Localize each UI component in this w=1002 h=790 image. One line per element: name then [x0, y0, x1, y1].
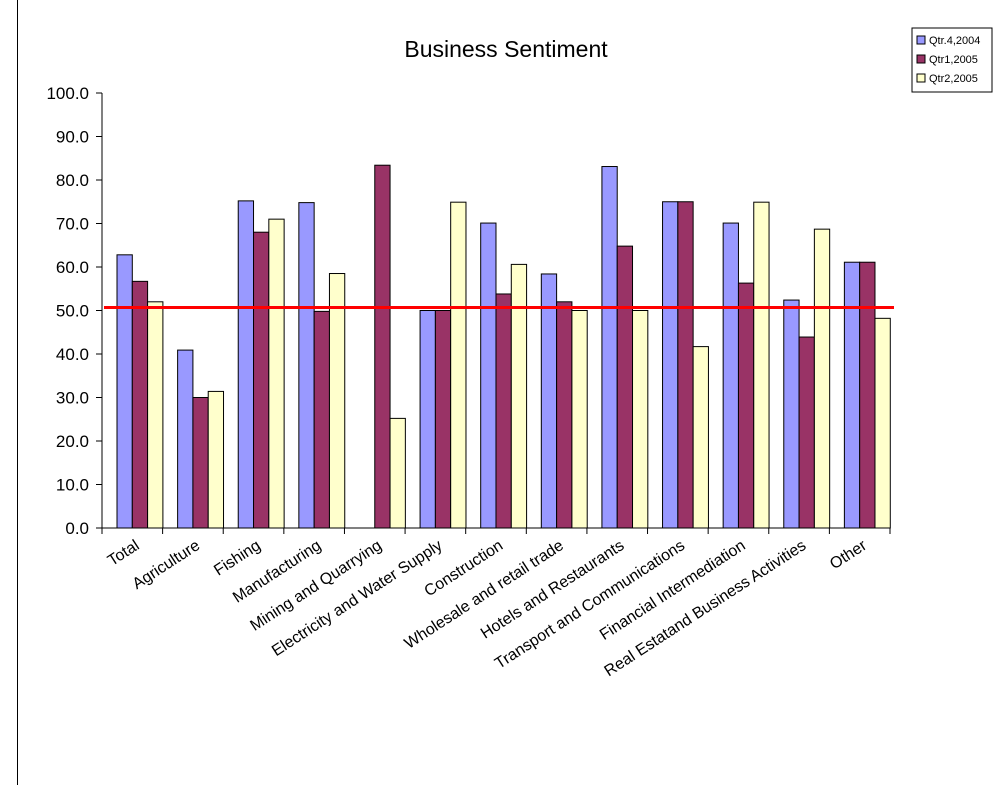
bar [480, 222, 497, 529]
bar [450, 201, 467, 529]
legend-label: Qtr.4,2004 [929, 35, 980, 47]
bar [131, 280, 149, 529]
bar [510, 263, 528, 529]
bar [313, 310, 330, 529]
y-tick-label: 80.0 [56, 171, 89, 190]
bar [798, 336, 815, 529]
chart-frame: Business Sentiment 0.0 10.0 20.0 30.0 40.0 50… [17, 0, 1002, 785]
x-tick-label: Other [827, 537, 870, 573]
bar [177, 349, 194, 529]
y-tick-label: 90.0 [56, 128, 89, 147]
bar [328, 273, 346, 529]
bar [298, 202, 315, 529]
bar [389, 417, 406, 529]
bar [843, 261, 861, 529]
x-tick-label: Total [105, 537, 143, 570]
y-tick-label: 20.0 [56, 432, 89, 451]
bar-chart: Business Sentiment 0.0 10.0 20.0 30.0 40.0 50… [46, 27, 993, 680]
legend-swatch [916, 54, 926, 64]
bar [677, 201, 694, 529]
bar [753, 201, 770, 529]
bar [495, 293, 512, 529]
bar [737, 282, 755, 529]
bar [268, 218, 285, 529]
x-tick-label: Agriculture [130, 537, 203, 593]
bar [434, 310, 452, 529]
bar [601, 166, 618, 529]
bar [147, 301, 164, 529]
bar [783, 299, 800, 529]
legend-label: Qtr2,2005 [929, 73, 978, 85]
y-tick-label: 10.0 [56, 476, 89, 495]
bar [616, 245, 634, 529]
bar [419, 310, 436, 529]
bar [237, 200, 255, 529]
bar [692, 346, 709, 529]
bar [556, 301, 573, 529]
legend-label: Qtr1,2005 [929, 54, 978, 66]
y-tick-label: 30.0 [56, 389, 89, 408]
bar [116, 254, 133, 529]
y-tick-label: 70.0 [56, 215, 89, 234]
legend: Qtr.4,2004 Qtr1,2005 Qtr2,2005 [911, 27, 993, 93]
bar [207, 390, 225, 529]
y-axis-ticks: 0.0 10.0 20.0 30.0 40.0 50.0 60.0 70.0 80.0 90.0 1… [46, 84, 102, 538]
bar [813, 228, 831, 529]
y-tick-label: 0.0 [65, 519, 89, 538]
x-tick-label: Fishing [211, 537, 264, 579]
bar [874, 317, 891, 529]
bar [253, 231, 270, 529]
y-tick-label: 100.0 [46, 84, 89, 103]
bar [540, 273, 558, 529]
bar [374, 164, 391, 529]
bar [722, 222, 739, 529]
legend-swatch [916, 73, 926, 83]
bar [859, 261, 876, 529]
y-tick-label: 40.0 [56, 345, 89, 364]
legend-swatch [916, 35, 926, 45]
bar [662, 201, 679, 529]
bar [632, 310, 649, 529]
chart-title: Business Sentiment [404, 36, 608, 62]
bar [192, 397, 209, 529]
bars-group [116, 164, 891, 529]
bar [571, 310, 588, 529]
y-tick-label: 50.0 [56, 302, 89, 321]
y-tick-label: 60.0 [56, 258, 89, 277]
